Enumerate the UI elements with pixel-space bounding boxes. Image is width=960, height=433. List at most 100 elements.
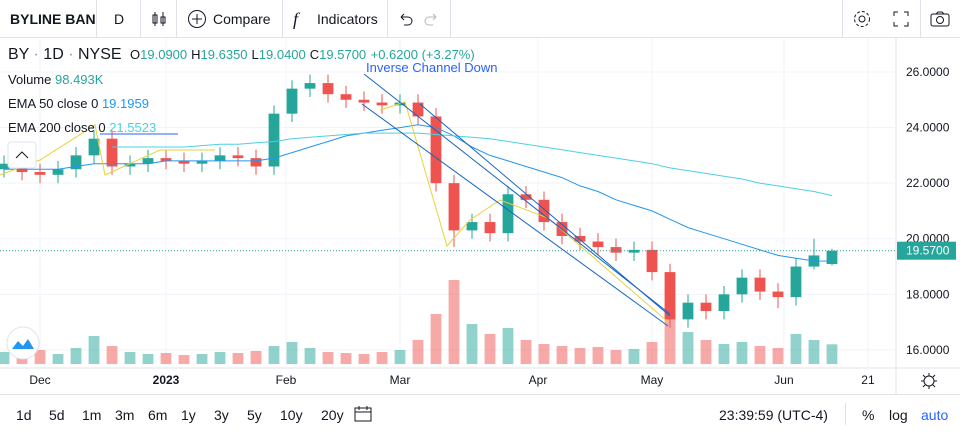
symbol-search[interactable]: BYLINE BAN — [10, 11, 96, 27]
volume-bar — [718, 344, 730, 364]
candle-body — [322, 83, 334, 95]
undo-icon[interactable] — [397, 11, 413, 49]
redo-icon[interactable] — [424, 11, 440, 49]
volume-bar — [502, 328, 514, 364]
x-tick-label: May — [641, 373, 664, 387]
ohlc-label: H — [191, 47, 201, 62]
volume-bar — [412, 340, 424, 364]
interval-button[interactable]: D — [114, 11, 125, 27]
ema-line — [112, 132, 833, 197]
range-button[interactable]: 1y — [181, 407, 196, 423]
chart-type-icon[interactable] — [150, 10, 168, 48]
candle-body — [700, 302, 712, 312]
volume-bar — [250, 351, 262, 364]
separator — [920, 0, 921, 38]
legend-ema-value: 21.5523 — [109, 120, 157, 135]
separator — [176, 0, 177, 38]
settings-icon[interactable] — [852, 9, 872, 47]
volume-bar — [556, 346, 568, 364]
x-tick-label: Feb — [276, 373, 297, 387]
volume-bar — [538, 344, 550, 364]
range-button[interactable]: 5d — [49, 407, 65, 423]
legend-volume-value: 98.493K — [55, 72, 104, 87]
candle-body — [304, 83, 316, 89]
legend-ema-label: EMA 200 close 0 — [8, 120, 106, 135]
last-price-label: 19.5700 — [906, 244, 950, 258]
percent-toggle[interactable]: % — [862, 407, 875, 423]
ohlc-label: L — [251, 47, 259, 62]
log-toggle[interactable]: log — [889, 407, 908, 423]
volume-bar — [232, 353, 244, 364]
volume-bar — [484, 334, 496, 364]
indicators-icon[interactable]: f — [293, 8, 299, 29]
compare-button[interactable]: Compare — [213, 11, 271, 27]
range-button[interactable]: 6m — [148, 407, 168, 423]
x-tick-label: Apr — [529, 373, 548, 387]
range-button[interactable]: 1m — [82, 407, 102, 423]
chart: 16.000018.000020.000022.000024.000026.00… — [0, 38, 960, 394]
y-tick-label: 18.0000 — [906, 287, 950, 301]
legend-interval: 1D — [43, 46, 64, 63]
channel-line — [419, 103, 671, 317]
clock: 23:39:59 (UTC-4) — [719, 407, 828, 423]
indicators-button[interactable]: Indicators — [317, 11, 378, 27]
auto-toggle[interactable]: auto — [921, 407, 949, 423]
range-button[interactable]: 3y — [214, 407, 229, 423]
candle-body — [232, 155, 244, 159]
candle-body — [142, 158, 154, 164]
last-price-badge — [897, 241, 956, 260]
ohlc-label: C — [309, 47, 320, 62]
volume-bar — [754, 346, 766, 364]
scroll-left-button[interactable] — [7, 141, 37, 169]
plot-area: 16.000018.000020.000022.000024.000026.00… — [0, 38, 950, 387]
candle-body — [0, 163, 10, 170]
candle-body — [754, 277, 766, 292]
drawing-label: Inverse Channel Down — [366, 60, 498, 75]
snapshot-icon[interactable] — [930, 10, 950, 48]
ohlc-value: 19.6350 — [200, 47, 248, 62]
legend-change: +0.6200 (+3.27%) — [370, 47, 475, 62]
chart-logo[interactable] — [6, 326, 40, 360]
fullscreen-icon[interactable] — [892, 10, 910, 48]
volume-bar — [772, 348, 784, 364]
legend-exchange: NYSE — [77, 46, 122, 63]
range-button[interactable]: 20y — [321, 407, 344, 423]
volume-bar — [736, 342, 748, 364]
volume-bar — [466, 324, 478, 364]
volume-bar — [142, 354, 154, 364]
ema50-legend: EMA 50 close 0 19.1959 — [8, 96, 149, 111]
time-settings-icon[interactable] — [921, 373, 937, 389]
channel-line — [361, 103, 669, 327]
volume-bar — [358, 354, 370, 364]
separator — [140, 0, 141, 38]
date-range-icon[interactable] — [354, 406, 372, 422]
candle-body — [196, 160, 208, 164]
volume-bar — [646, 342, 658, 364]
legend-ema-value: 19.1959 — [101, 96, 149, 111]
volume-bar — [826, 344, 838, 364]
volume-bar — [520, 340, 532, 364]
range-button[interactable]: 10y — [280, 407, 303, 423]
range-button[interactable]: 3m — [115, 407, 135, 423]
pattern-drawing — [379, 101, 669, 323]
volume-legend: Volume 98.493K — [8, 72, 103, 87]
volume-bar — [664, 304, 676, 364]
candle-body — [340, 94, 352, 100]
candle-body — [448, 183, 460, 231]
candle-body — [178, 160, 190, 164]
ema200-legend: EMA 200 close 0 21.5523 — [8, 120, 156, 135]
candle-body — [664, 272, 676, 320]
legend-volume-label: Volume — [8, 72, 52, 87]
candle-body — [124, 163, 136, 167]
range-button[interactable]: 1d — [16, 407, 32, 423]
candle-body — [250, 158, 262, 167]
x-tick-label: Jun — [774, 373, 793, 387]
range-button[interactable]: 5y — [247, 407, 262, 423]
volume-bar — [682, 332, 694, 364]
legend-ohlc: O19.0900 H19.6350 L19.0400 C19.5700 — [126, 47, 366, 62]
compare-icon[interactable] — [187, 9, 207, 47]
candle-body — [718, 294, 730, 312]
legend-ema-label: EMA 50 close 0 — [8, 96, 99, 111]
x-tick-label: 2023 — [153, 373, 180, 387]
